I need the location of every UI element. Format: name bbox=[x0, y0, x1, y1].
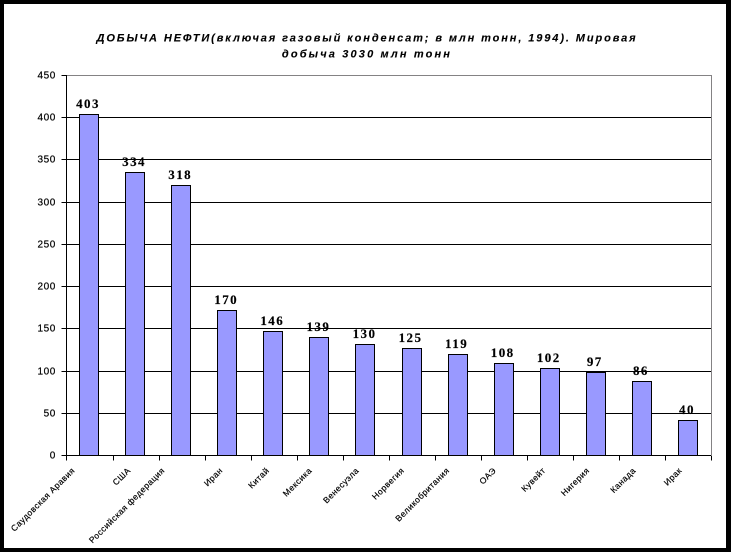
svg-text:250: 250 bbox=[38, 240, 56, 251]
svg-text:102: 102 bbox=[537, 350, 561, 365]
svg-text:318: 318 bbox=[168, 167, 192, 182]
svg-text:ДОБЫЧА НЕФТИ(включая газовый к: ДОБЫЧА НЕФТИ(включая газовый конденсат; … bbox=[95, 33, 637, 45]
svg-text:119: 119 bbox=[445, 336, 468, 351]
svg-text:450: 450 bbox=[38, 71, 56, 82]
svg-text:86: 86 bbox=[633, 363, 649, 378]
svg-text:300: 300 bbox=[38, 198, 56, 209]
svg-text:0: 0 bbox=[50, 451, 56, 462]
svg-text:130: 130 bbox=[353, 326, 377, 341]
svg-text:125: 125 bbox=[399, 330, 423, 345]
svg-text:200: 200 bbox=[38, 282, 56, 293]
svg-text:400: 400 bbox=[38, 113, 56, 124]
svg-text:150: 150 bbox=[38, 324, 56, 335]
svg-text:50: 50 bbox=[44, 409, 56, 420]
svg-text:146: 146 bbox=[260, 313, 284, 328]
svg-text:334: 334 bbox=[122, 154, 146, 169]
svg-text:100: 100 bbox=[38, 367, 56, 378]
svg-text:108: 108 bbox=[491, 345, 515, 360]
svg-text:добыча 3030 млн тонн: добыча 3030 млн тонн bbox=[282, 49, 452, 61]
svg-text:403: 403 bbox=[76, 96, 100, 111]
svg-text:170: 170 bbox=[214, 292, 238, 307]
svg-text:350: 350 bbox=[38, 155, 56, 166]
svg-text:40: 40 bbox=[679, 402, 695, 417]
svg-text:97: 97 bbox=[587, 354, 603, 369]
svg-text:139: 139 bbox=[306, 319, 330, 334]
